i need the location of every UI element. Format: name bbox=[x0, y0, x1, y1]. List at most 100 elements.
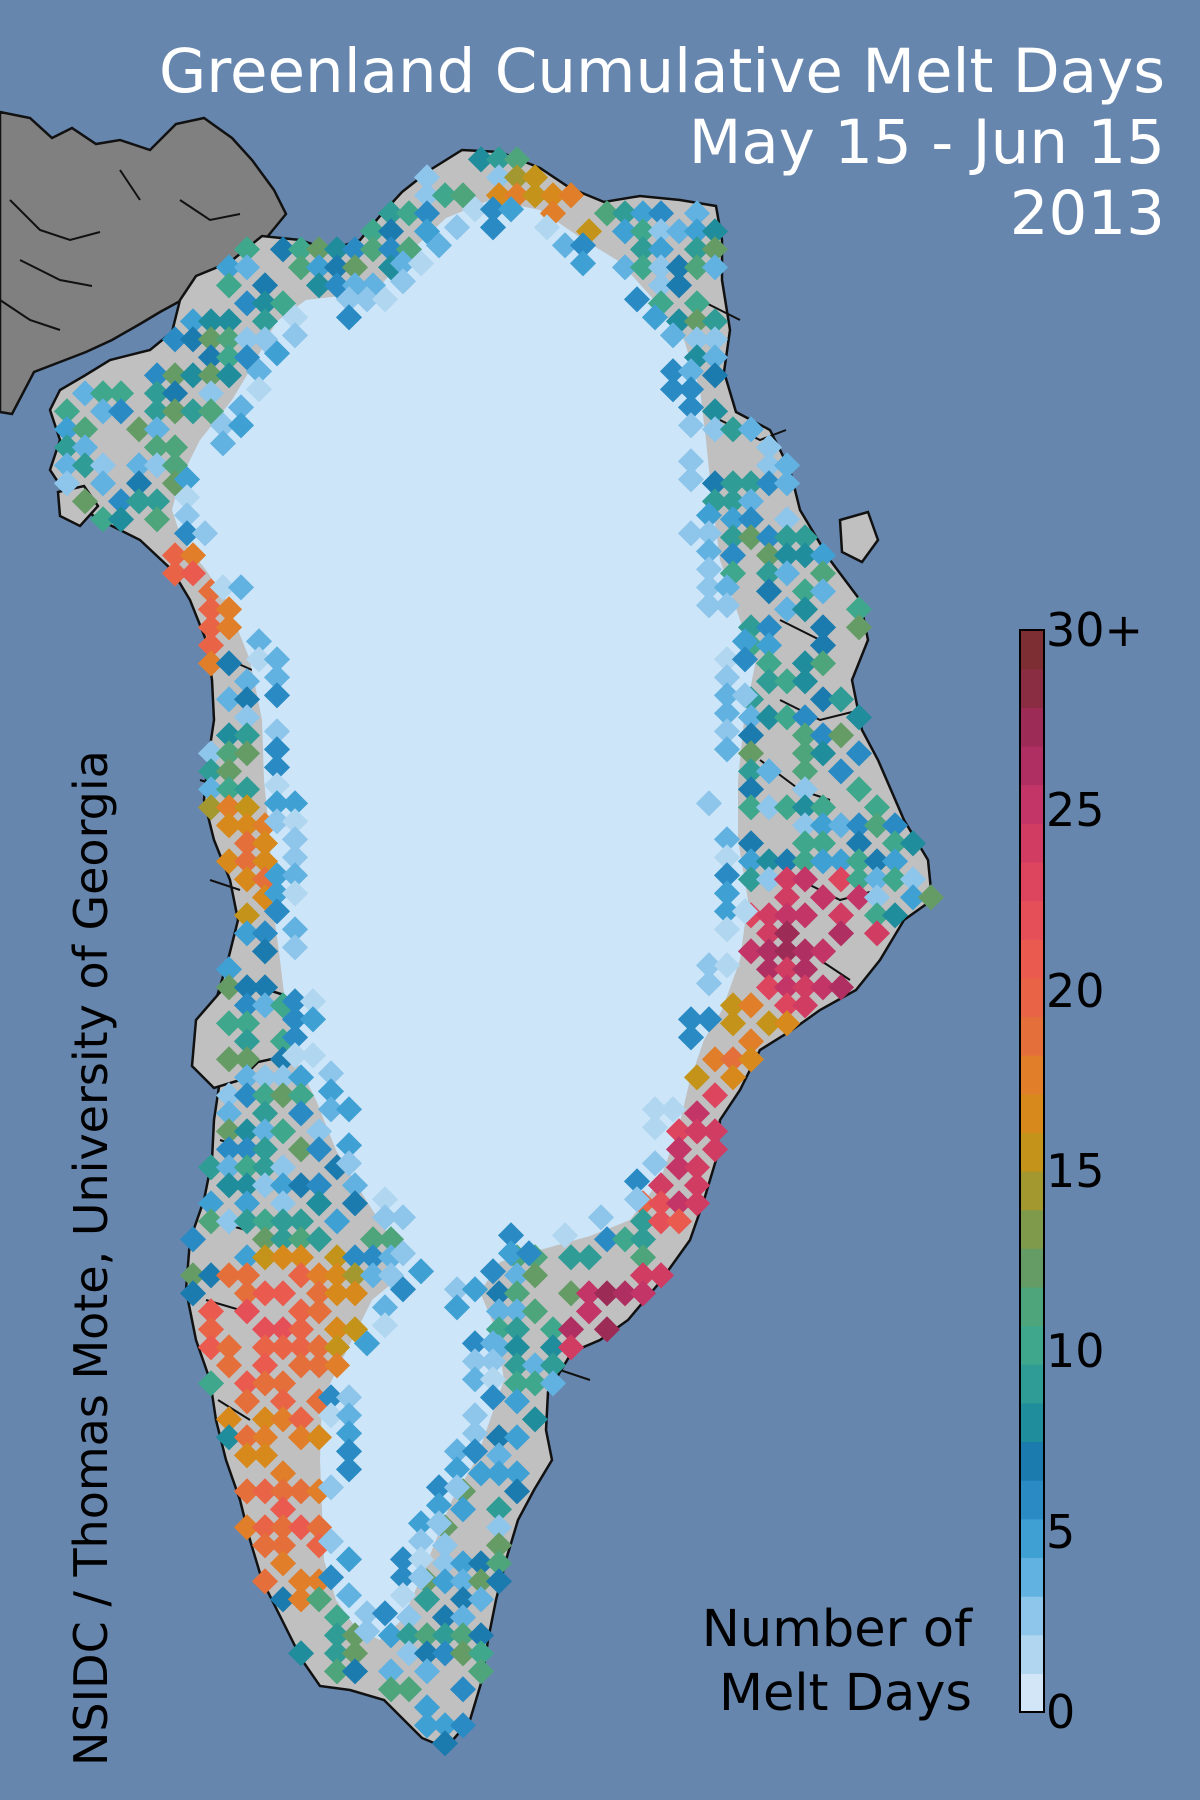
melt-pixel bbox=[287, 1244, 315, 1271]
melt-pixel bbox=[737, 488, 765, 515]
melt-pixel bbox=[287, 1082, 315, 1109]
melt-pixel bbox=[287, 254, 315, 281]
melt-pixel bbox=[731, 628, 759, 655]
melt-pixel bbox=[269, 1118, 297, 1145]
melt-pixel bbox=[677, 376, 705, 403]
melt-pixel bbox=[503, 1370, 531, 1397]
melt-pixel bbox=[287, 1136, 315, 1163]
melt-pixel bbox=[593, 1316, 621, 1343]
melt-pixel bbox=[845, 848, 873, 875]
melt-pixel bbox=[305, 1334, 333, 1361]
melt-pixel bbox=[269, 1226, 297, 1253]
melt-pixel bbox=[881, 866, 909, 893]
melt-pixel bbox=[215, 1046, 243, 1073]
melt-pixel bbox=[791, 848, 819, 875]
melt-pixel bbox=[407, 1564, 435, 1591]
melt-pixel bbox=[713, 952, 741, 979]
melt-pixel bbox=[755, 542, 783, 569]
melt-pixel bbox=[431, 1622, 459, 1649]
melt-pixel bbox=[845, 830, 873, 857]
melt-pixel bbox=[845, 614, 873, 641]
melt-pixel bbox=[737, 704, 765, 731]
melt-pixel bbox=[233, 1154, 261, 1181]
melt-pixel bbox=[287, 1352, 315, 1379]
melt-pixel bbox=[263, 862, 291, 889]
melt-pixel bbox=[233, 1280, 261, 1307]
melt-pixel bbox=[215, 1172, 243, 1199]
melt-pixel bbox=[593, 1226, 621, 1253]
melt-pixel bbox=[497, 196, 525, 223]
melt-pixel bbox=[737, 524, 765, 551]
melt-pixel bbox=[395, 1676, 423, 1703]
melt-pixel bbox=[281, 790, 309, 817]
colorbar-segment bbox=[1020, 1634, 1044, 1674]
melt-pixel bbox=[629, 1262, 657, 1289]
melt-pixel bbox=[485, 1442, 513, 1469]
melt-pixel bbox=[179, 1262, 207, 1289]
melt-pixel bbox=[335, 304, 363, 331]
melt-pixel bbox=[215, 1118, 243, 1145]
melt-pixel bbox=[719, 1064, 747, 1091]
melt-pixel bbox=[755, 974, 783, 1001]
melt-pixel bbox=[449, 1712, 477, 1739]
melt-pixel bbox=[389, 1546, 417, 1573]
melt-pixel bbox=[737, 848, 765, 875]
melt-pixel bbox=[647, 1208, 675, 1235]
melt-pixel bbox=[881, 848, 909, 875]
colorbar-tick-label: 5 bbox=[1046, 1504, 1076, 1559]
melt-pixel bbox=[503, 1298, 531, 1325]
melt-pixel bbox=[431, 1640, 459, 1667]
melt-pixel bbox=[917, 884, 945, 911]
melt-pixel bbox=[701, 236, 729, 263]
melt-pixel bbox=[215, 1100, 243, 1127]
melt-pixel bbox=[287, 1478, 315, 1505]
melt-pixel bbox=[407, 1528, 435, 1555]
melt-pixel bbox=[299, 1006, 327, 1033]
melt-pixel bbox=[719, 524, 747, 551]
melt-pixel bbox=[809, 848, 837, 875]
melt-pixel bbox=[737, 722, 765, 749]
melt-pixel bbox=[683, 1172, 711, 1199]
melt-pixel bbox=[251, 1424, 279, 1451]
melt-pixel bbox=[755, 470, 783, 497]
melt-pixel bbox=[251, 1208, 279, 1235]
melt-pixel bbox=[899, 830, 927, 857]
melt-pixel bbox=[551, 1222, 579, 1249]
melt-pixel bbox=[233, 1136, 261, 1163]
melt-pixel bbox=[701, 1136, 729, 1163]
melt-pixel bbox=[881, 902, 909, 929]
melt-pixel bbox=[503, 146, 531, 173]
melt-pixel bbox=[305, 272, 333, 299]
melt-pixel bbox=[449, 1550, 477, 1577]
melt-pixel bbox=[281, 934, 309, 961]
colorbar-segment bbox=[1020, 1402, 1044, 1443]
melt-pixel bbox=[695, 592, 723, 619]
melt-pixel bbox=[335, 1384, 363, 1411]
melt-pixel bbox=[317, 1384, 345, 1411]
melt-pixel bbox=[791, 596, 819, 623]
melt-pixel bbox=[845, 776, 873, 803]
melt-pixel bbox=[719, 542, 747, 569]
melt-pixel bbox=[305, 1280, 333, 1307]
melt-pixel bbox=[845, 596, 873, 623]
melt-pixel bbox=[335, 1438, 363, 1465]
melt-pixel bbox=[629, 1244, 657, 1271]
melt-pixel bbox=[479, 1366, 507, 1393]
melt-pixel bbox=[683, 200, 711, 227]
melt-pixel bbox=[659, 358, 687, 385]
melt-pixel bbox=[791, 866, 819, 893]
melt-pixel bbox=[701, 1046, 729, 1073]
colorbar-tick-label: 30+ bbox=[1046, 603, 1144, 657]
melt-pixel bbox=[341, 1244, 369, 1271]
melt-pixel bbox=[701, 254, 729, 281]
melt-pixel bbox=[431, 1712, 459, 1739]
melt-pixel bbox=[251, 1082, 279, 1109]
melt-pixel bbox=[713, 700, 741, 727]
melt-pixel bbox=[485, 1496, 513, 1523]
melt-pixel bbox=[845, 812, 873, 839]
melt-pixel bbox=[497, 1240, 525, 1267]
melt-pixel bbox=[773, 524, 801, 551]
melt-pixel bbox=[827, 920, 855, 947]
melt-pixel bbox=[503, 1280, 531, 1307]
melt-pixel bbox=[317, 1528, 345, 1555]
